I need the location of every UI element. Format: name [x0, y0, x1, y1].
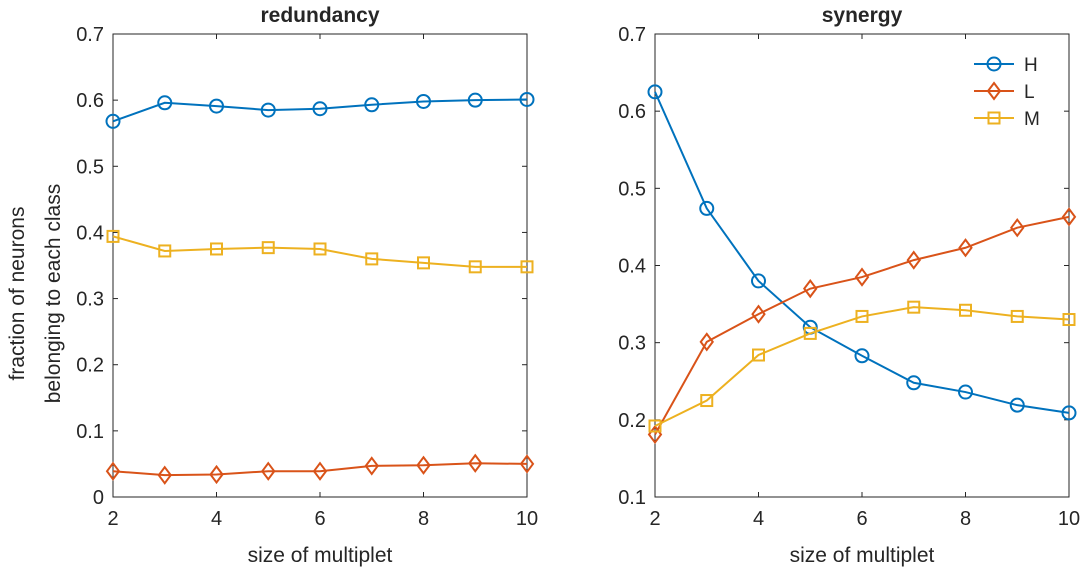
x-tick-label: 4	[753, 508, 764, 530]
data-point-M	[959, 303, 972, 317]
data-point-M	[313, 242, 327, 256]
chart-title: synergy	[822, 4, 903, 27]
data-point-H	[157, 95, 173, 111]
data-point-L	[958, 238, 973, 258]
data-point-L	[699, 332, 714, 352]
legend-label-L: L	[1024, 82, 1035, 103]
axes-box	[654, 33, 1070, 498]
data-point-L	[1061, 207, 1077, 227]
synergy-panel: 2 4 6 8 10 0.1 0.2 0.3 0.4 0.5 0.6 0.7 synergy size o…	[618, 4, 1080, 567]
data-point-M	[1062, 313, 1076, 327]
y-tick-label: 0.7	[76, 24, 104, 46]
y-tick-label: 0.4	[618, 256, 646, 278]
data-point-L	[364, 456, 379, 476]
data-point-L	[519, 454, 535, 474]
y-tick-label: 0.2	[76, 355, 104, 377]
legend-label-M: M	[1024, 109, 1040, 130]
data-point-L	[157, 465, 172, 485]
data-point-L	[468, 453, 483, 473]
legend-label-H: H	[1024, 55, 1038, 76]
data-point-M	[648, 419, 662, 433]
y-tick-label: 0.6	[618, 101, 646, 123]
series-line-H	[112, 98, 528, 123]
legend-marker-H	[986, 56, 1002, 72]
data-point-H	[467, 92, 483, 108]
data-point-M	[803, 326, 817, 340]
chart-title: redundancy	[260, 4, 379, 27]
y-tick-label: 0.3	[618, 333, 646, 355]
data-point-M	[261, 241, 275, 255]
data-point-H	[751, 273, 766, 289]
x-axis-label: size of multiplet	[248, 544, 393, 567]
data-point-M	[417, 256, 430, 270]
data-point-H	[854, 348, 870, 364]
y-tick-label: 0.1	[76, 421, 104, 443]
data-point-H	[647, 84, 663, 100]
series-line-H	[654, 91, 1070, 414]
data-point-M	[158, 244, 172, 258]
y-tick-label: 0.3	[76, 289, 104, 311]
data-point-M	[468, 260, 482, 274]
data-point-M	[1010, 309, 1024, 323]
data-point-H	[364, 97, 380, 113]
data-point-H	[1061, 405, 1077, 421]
data-point-L	[906, 250, 921, 270]
x-tick-label: 6	[314, 508, 325, 530]
data-point-L	[261, 461, 276, 481]
x-axis-label: size of multiplet	[790, 544, 935, 567]
y-tick-label: 0.2	[618, 410, 646, 432]
data-point-L	[416, 455, 431, 475]
legend-marker-L	[986, 81, 1002, 101]
x-tick-label: 8	[960, 508, 971, 530]
data-point-H	[699, 200, 715, 216]
x-tick-label: 10	[1058, 508, 1080, 530]
x-tick-label: 8	[418, 508, 429, 530]
y-tick-label: 0.4	[76, 222, 104, 244]
y-tick-label: 0	[93, 487, 104, 509]
data-point-M	[752, 348, 765, 362]
y-tick-label: 0.6	[76, 90, 104, 112]
data-point-L	[854, 267, 870, 287]
y-tick-label: 0.5	[618, 178, 646, 200]
series-line-L	[112, 462, 528, 477]
y-tick-label: 0.5	[76, 156, 104, 178]
x-tick-label: 2	[107, 508, 118, 530]
data-point-H	[260, 102, 276, 118]
y-axis-label: fraction of neurons	[6, 207, 29, 381]
x-tick-label: 4	[211, 508, 222, 530]
data-point-H	[105, 113, 121, 129]
series-line-M	[654, 306, 1070, 427]
data-point-M	[907, 300, 921, 314]
data-point-M	[520, 260, 534, 274]
data-point-H	[312, 101, 328, 117]
x-tick-label: 6	[856, 508, 867, 530]
data-point-M	[700, 394, 714, 408]
data-point-H	[906, 375, 922, 391]
data-point-L	[1010, 218, 1025, 238]
data-point-L	[105, 461, 121, 481]
data-point-L	[751, 304, 766, 324]
legend-marker-M	[987, 111, 1001, 125]
x-tick-label: 2	[649, 508, 660, 530]
y-tick-label: 0.1	[618, 487, 646, 509]
redundancy-panel: 2 4 6 8 10 0 0.1 0.2 0.3 0.4 0.5 0.6 0.7 redundancy si…	[6, 4, 538, 567]
data-point-H	[416, 93, 431, 109]
y-axis-label: belonging to each class	[42, 184, 65, 404]
data-point-L	[803, 278, 818, 299]
data-point-H	[1009, 397, 1025, 413]
data-point-M	[365, 252, 379, 266]
data-point-H	[519, 91, 535, 107]
y-tick-label: 0.7	[618, 24, 646, 46]
data-point-M	[855, 309, 869, 323]
data-point-H	[958, 384, 973, 400]
series-line-L	[654, 215, 1070, 435]
x-tick-label: 10	[516, 508, 538, 530]
data-point-L	[209, 464, 224, 485]
series-line-M	[112, 235, 527, 268]
data-point-L	[312, 461, 328, 481]
data-point-M	[210, 242, 223, 256]
data-point-H	[209, 98, 224, 114]
data-point-M	[106, 229, 120, 243]
